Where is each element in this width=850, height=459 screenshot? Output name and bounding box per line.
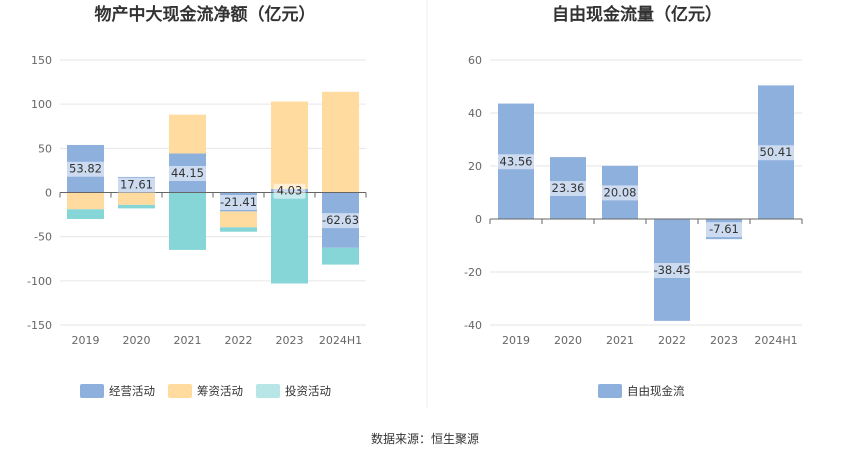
data-label: 53.82 xyxy=(69,162,102,176)
data-label-bg xyxy=(756,145,796,161)
bar-financing xyxy=(220,211,257,228)
source-note: 数据来源：恒生聚源 xyxy=(371,431,479,446)
x-tick-label: 2019 xyxy=(72,334,100,347)
cash-flow-net-chart: 物产中大现金流净额（亿元） 150 100 50 0 -50 -100 -150 53.82 17… xyxy=(27,4,367,398)
data-label-bg xyxy=(66,161,105,177)
x-tick-label: 2020 xyxy=(554,334,582,347)
data-label: 4.03 xyxy=(277,184,303,198)
x-tick-label: 2024H1 xyxy=(319,334,362,347)
y-tick-label: -100 xyxy=(27,275,52,288)
y-tick-label: -40 xyxy=(464,319,482,332)
legend-label: 自由现金流 xyxy=(627,384,685,398)
free-cash-flow-chart: 自由现金流量（亿元） 60 40 20 0 -20 -40 43.56 23.36 20.08 -3… xyxy=(464,4,803,398)
bar-financing xyxy=(271,101,308,189)
data-label-bg xyxy=(496,154,536,170)
bar-financing xyxy=(67,192,104,210)
data-label-bg xyxy=(168,166,207,182)
data-label-bg xyxy=(317,213,364,229)
data-label-bg xyxy=(117,177,156,193)
legend-swatch xyxy=(168,384,192,398)
y-tick-label: 40 xyxy=(468,107,482,120)
y-tick-label: -150 xyxy=(27,319,52,332)
y-tick-label: 20 xyxy=(468,160,482,173)
data-label: -62.63 xyxy=(322,213,359,227)
chart-title: 物产中大现金流净额（亿元） xyxy=(95,4,316,25)
y-tick-label: 0 xyxy=(475,213,482,226)
y-tick-label: -20 xyxy=(464,266,482,279)
data-label: 17.61 xyxy=(120,178,153,192)
x-tick-label: 2021 xyxy=(606,334,634,347)
bar-financing xyxy=(118,192,155,205)
bar-investing xyxy=(322,247,359,265)
x-tick-label: 2020 xyxy=(123,334,151,347)
y-tick-label: 50 xyxy=(38,142,52,155)
legend-swatch xyxy=(256,384,280,398)
bar-investing xyxy=(118,204,155,209)
bar-financing xyxy=(169,114,206,154)
x-tick-label: 2022 xyxy=(658,334,686,347)
y-tick-label: 150 xyxy=(31,54,52,67)
data-label: -21.41 xyxy=(220,195,257,209)
bar-investing xyxy=(169,192,206,250)
y-tick-label: 0 xyxy=(45,187,52,200)
data-label: 50.41 xyxy=(760,145,793,159)
data-label: -38.45 xyxy=(653,263,690,277)
bar-investing xyxy=(220,227,257,232)
y-tick-label: -50 xyxy=(34,231,52,244)
data-label-bg xyxy=(273,183,306,199)
data-label: 20.08 xyxy=(604,185,637,199)
bar-financing xyxy=(322,91,359,193)
bar-investing xyxy=(271,192,308,284)
data-label: 44.15 xyxy=(171,166,204,180)
legend-label: 投资活动 xyxy=(285,384,331,398)
bar-investing xyxy=(67,209,104,219)
data-label-bg xyxy=(548,181,588,197)
chart-title: 自由现金流量（亿元） xyxy=(552,4,722,25)
x-tick-label: 2023 xyxy=(710,334,738,347)
x-tick-label: 2022 xyxy=(225,334,253,347)
x-tick-label: 2021 xyxy=(174,334,202,347)
data-label-bg xyxy=(600,185,640,201)
legend-label: 筹资活动 xyxy=(197,384,243,398)
data-label: 43.56 xyxy=(500,154,533,168)
data-label: 23.36 xyxy=(552,181,585,195)
y-tick-label: 100 xyxy=(31,98,52,111)
y-tick-label: 60 xyxy=(468,54,482,67)
legend-label: 经营活动 xyxy=(109,384,155,398)
legend-swatch xyxy=(598,384,622,398)
data-label-bg xyxy=(649,262,695,278)
x-tick-label: 2023 xyxy=(276,334,304,347)
data-label: -7.61 xyxy=(709,222,739,236)
x-tick-label: 2019 xyxy=(502,334,530,347)
data-label-bg xyxy=(215,194,262,210)
data-label-bg xyxy=(704,222,744,238)
legend-swatch xyxy=(80,384,104,398)
x-tick-label: 2024H1 xyxy=(754,334,797,347)
